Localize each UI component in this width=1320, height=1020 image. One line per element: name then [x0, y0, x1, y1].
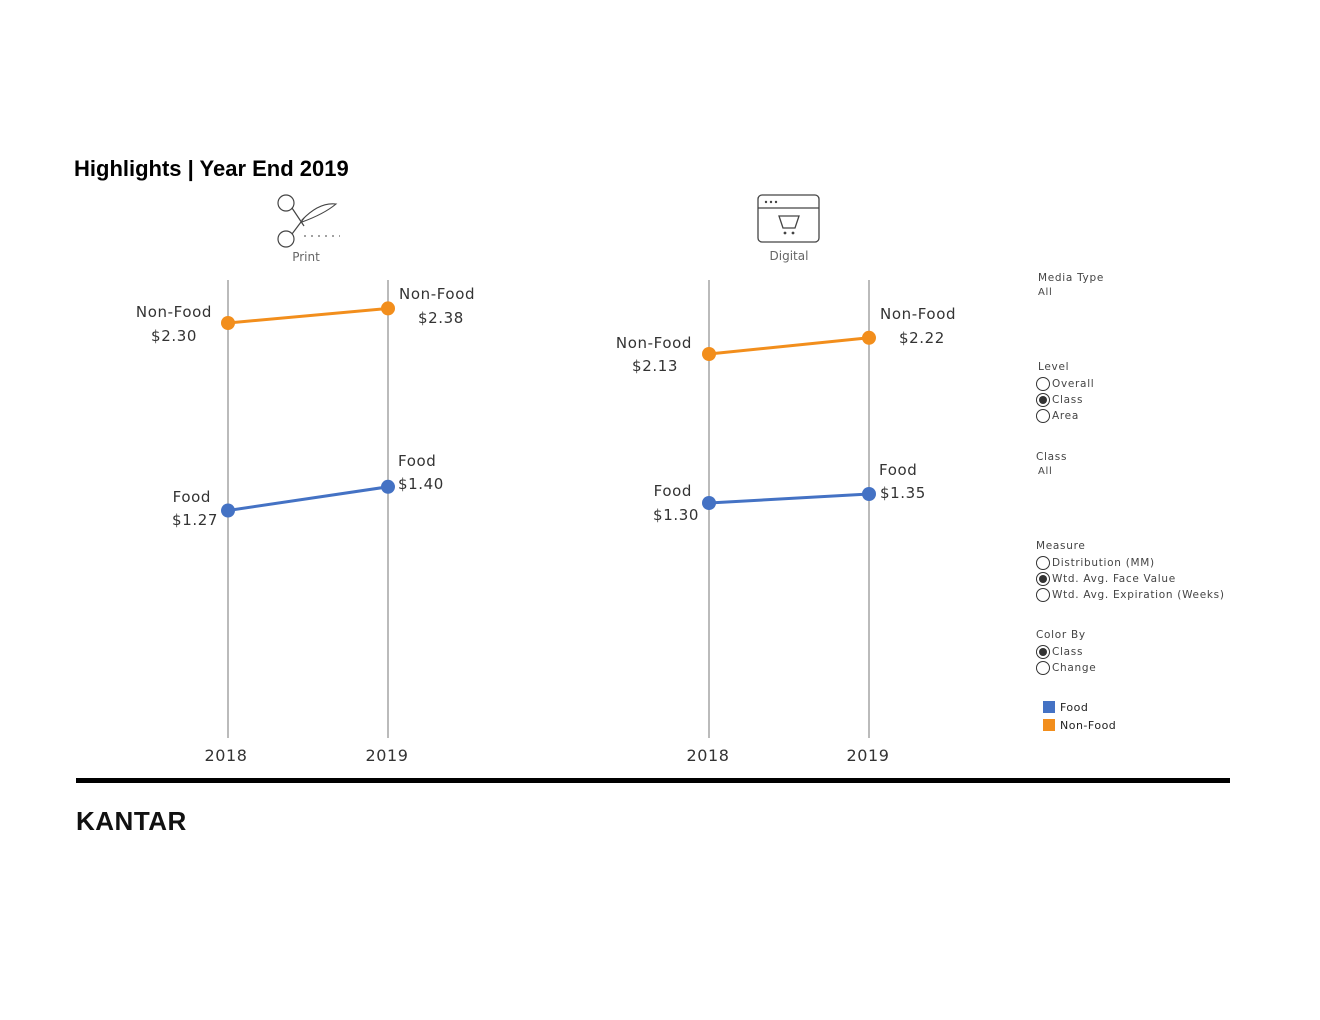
radio-face-value[interactable]	[1036, 572, 1050, 586]
page-title: Highlights | Year End 2019	[74, 156, 349, 181]
radio-distribution[interactable]	[1036, 556, 1050, 570]
measure-filter: Measure Distribution (MM) Wtd. Avg. Face…	[1036, 540, 1225, 603]
measure-option-expiration[interactable]: Wtd. Avg. Expiration (Weeks)	[1036, 587, 1225, 603]
color-by-option-class[interactable]: Class	[1036, 644, 1096, 660]
level-option-overall[interactable]: Overall	[1036, 376, 1094, 392]
kantar-logo: KANTAR	[76, 806, 187, 836]
food-name-2018: Food	[654, 482, 692, 500]
legend-label: Food	[1060, 700, 1089, 714]
legend: Food Non-Food	[1043, 698, 1116, 734]
nonfood-name-2018: Non-Food	[136, 303, 212, 321]
nonfood-point-2019	[862, 330, 876, 345]
food-point-2018	[702, 496, 716, 510]
food-value-2019: $1.40	[398, 475, 444, 493]
nonfood-value-2018: $2.13	[632, 357, 678, 375]
legend-swatch-food	[1043, 701, 1055, 713]
level-filter: Level Overall Class Area	[1036, 361, 1094, 424]
scissors-coupon-icon	[277, 194, 340, 248]
nonfood-line	[227, 306, 389, 325]
measure-option-distribution[interactable]: Distribution (MM)	[1036, 555, 1225, 571]
class-value[interactable]: All	[1038, 466, 1053, 477]
food-name-2018: Food	[173, 488, 211, 506]
legend-item-non-food[interactable]: Non-Food	[1043, 716, 1116, 734]
radio-class[interactable]	[1036, 393, 1050, 407]
footer-divider	[76, 778, 1230, 783]
x-tick-2019: 2019	[365, 746, 408, 765]
nonfood-point-2019	[381, 301, 395, 316]
radio-color-change[interactable]	[1036, 661, 1050, 675]
food-point-2019	[862, 487, 876, 501]
legend-label: Non-Food	[1060, 718, 1117, 732]
digital-label: Digital	[769, 249, 809, 263]
nonfood-value-2018: $2.30	[151, 327, 197, 345]
radio-overall[interactable]	[1036, 377, 1050, 391]
legend-swatch-non-food	[1043, 719, 1055, 731]
level-option-label: Overall	[1052, 378, 1095, 390]
browser-cart-icon	[757, 194, 820, 243]
x-tick-2019: 2019	[846, 746, 889, 765]
food-value-2018: $1.30	[653, 506, 699, 524]
food-name-2019: Food	[879, 461, 917, 479]
level-option-area[interactable]: Area	[1036, 408, 1094, 424]
nonfood-name-2019: Non-Food	[880, 305, 956, 323]
media-type-title: Media Type	[1038, 272, 1104, 284]
measure-option-label: Distribution (MM)	[1052, 557, 1155, 569]
level-title: Level	[1038, 361, 1070, 373]
measure-option-face-value[interactable]: Wtd. Avg. Face Value	[1036, 571, 1225, 587]
color-by-option-change[interactable]: Change	[1036, 660, 1096, 676]
class-filter[interactable]: Class All	[1036, 451, 1067, 477]
x-tick-2018: 2018	[686, 746, 729, 765]
food-line	[708, 492, 870, 505]
legend-item-food[interactable]: Food	[1043, 698, 1116, 716]
measure-option-label: Wtd. Avg. Face Value	[1052, 573, 1176, 585]
nonfood-line	[708, 336, 870, 356]
nonfood-value-2019: $2.38	[418, 309, 464, 327]
food-point-2018	[221, 503, 235, 518]
nonfood-name-2019: Non-Food	[399, 285, 475, 303]
measure-option-label: Wtd. Avg. Expiration (Weeks)	[1052, 589, 1225, 601]
media-type-value[interactable]: All	[1038, 287, 1053, 298]
nonfood-point-2018	[702, 347, 716, 361]
radio-color-class[interactable]	[1036, 645, 1050, 659]
nonfood-name-2018: Non-Food	[616, 334, 692, 352]
food-name-2019: Food	[398, 452, 436, 470]
level-option-class[interactable]: Class	[1036, 392, 1094, 408]
radio-expiration[interactable]	[1036, 588, 1050, 602]
media-type-filter[interactable]: Media Type All	[1038, 272, 1104, 298]
color-by-filter: Color By Class Change	[1036, 629, 1096, 676]
measure-title: Measure	[1036, 540, 1086, 552]
food-line	[227, 485, 389, 512]
class-title: Class	[1036, 451, 1068, 463]
x-tick-2018: 2018	[204, 746, 247, 765]
nonfood-point-2018	[221, 316, 235, 330]
level-option-label: Class	[1052, 394, 1084, 406]
print-label: Print	[292, 250, 320, 264]
color-by-option-label: Change	[1052, 662, 1097, 674]
color-by-title: Color By	[1036, 629, 1086, 641]
food-point-2019	[381, 479, 395, 494]
food-value-2019: $1.35	[880, 484, 926, 502]
level-option-label: Area	[1052, 410, 1079, 422]
radio-area[interactable]	[1036, 409, 1050, 423]
food-value-2018: $1.27	[172, 511, 218, 529]
nonfood-value-2019: $2.22	[899, 329, 945, 347]
color-by-option-label: Class	[1052, 646, 1084, 658]
